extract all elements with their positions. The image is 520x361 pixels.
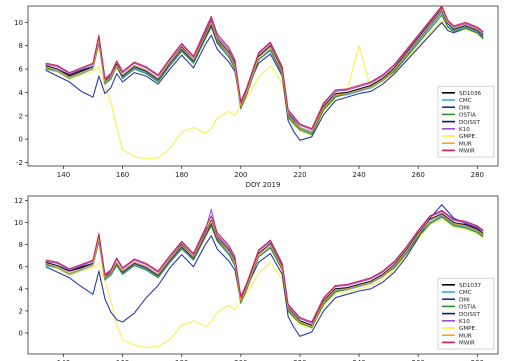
plot-frame — [27, 5, 499, 167]
series-line-mwir — [45, 6, 484, 130]
top-chart: 140 160 180 200 220 240 260 280 -2 0 2 4 6 8 10 DOY 201… — [14, 5, 499, 189]
legend-label: OSTIA — [459, 113, 476, 119]
legend-label: CMC — [459, 98, 472, 104]
bottom-chart: 140 160 180 200 220 240 260 280 0 2 4 6 8 10 12 SD1037C… — [14, 195, 499, 361]
legend-label: SD1037 — [459, 283, 482, 289]
x-tick-label: 140 — [57, 171, 70, 179]
legend-label: DMI — [459, 297, 470, 303]
series-line-mur — [45, 8, 484, 133]
legend-label: DOISST — [459, 312, 480, 318]
legend-label: GMPE — [459, 134, 476, 140]
legend-label: SD1036 — [459, 91, 482, 97]
x-tick-label: 200 — [234, 359, 247, 361]
legend-label: MWIR — [459, 341, 475, 347]
x-axis-label: DOY 2019 — [246, 181, 281, 189]
legend-label: CMC — [459, 290, 472, 296]
series-line-gmpe — [45, 218, 484, 348]
y-tick-label: 8 — [19, 241, 23, 249]
y-tick-label: 10 — [14, 219, 23, 227]
x-tick-label: 160 — [116, 359, 129, 361]
legend-label: MUR — [459, 141, 472, 147]
x-tick-label: 220 — [293, 171, 306, 179]
x-tick-label: 280 — [471, 171, 484, 179]
x-tick-label: 240 — [352, 171, 365, 179]
y-tick-label: 0 — [19, 330, 23, 338]
y-tick-label: 6 — [19, 263, 24, 271]
legend-label: MWIR — [459, 149, 475, 155]
legend-label: DOISST — [459, 120, 480, 126]
y-tick-label: 2 — [19, 307, 23, 315]
y-tick-label: 10 — [14, 19, 23, 27]
plot-area — [45, 204, 484, 348]
legend-label: K10 — [459, 319, 470, 325]
plot-frame — [27, 195, 499, 355]
x-tick-label: 180 — [175, 359, 188, 361]
legend-label: OSTIA — [459, 305, 476, 311]
x-tick-label: 160 — [116, 171, 129, 179]
y-tick-label: 4 — [19, 285, 24, 293]
legend-label: K10 — [459, 127, 470, 133]
y-tick-label: 12 — [14, 197, 23, 205]
y-tick-label: -2 — [16, 159, 23, 167]
x-tick-label: 260 — [412, 359, 425, 361]
y-tick-label: 4 — [19, 89, 24, 97]
y-tick-label: 6 — [19, 66, 24, 74]
x-tick-label: 140 — [57, 359, 70, 361]
x-tick-label: 220 — [293, 359, 306, 361]
series-line-mwir — [45, 209, 484, 323]
x-tick-label: 280 — [471, 359, 484, 361]
series-line-mur — [45, 214, 484, 327]
legend-label: DMI — [459, 105, 470, 111]
x-tick-label: 200 — [234, 171, 247, 179]
y-tick-label: 8 — [19, 42, 23, 50]
series-line-ostia — [45, 216, 484, 329]
x-tick-label: 180 — [175, 171, 188, 179]
x-tick-label: 240 — [352, 359, 365, 361]
legend-label: GMPE — [459, 326, 476, 332]
legend-box — [437, 85, 495, 158]
x-tick-label: 260 — [412, 171, 425, 179]
legend-label: MUR — [459, 333, 472, 339]
plot-area — [45, 6, 484, 160]
y-tick-label: 2 — [19, 112, 23, 120]
y-tick-label: 0 — [19, 136, 23, 144]
